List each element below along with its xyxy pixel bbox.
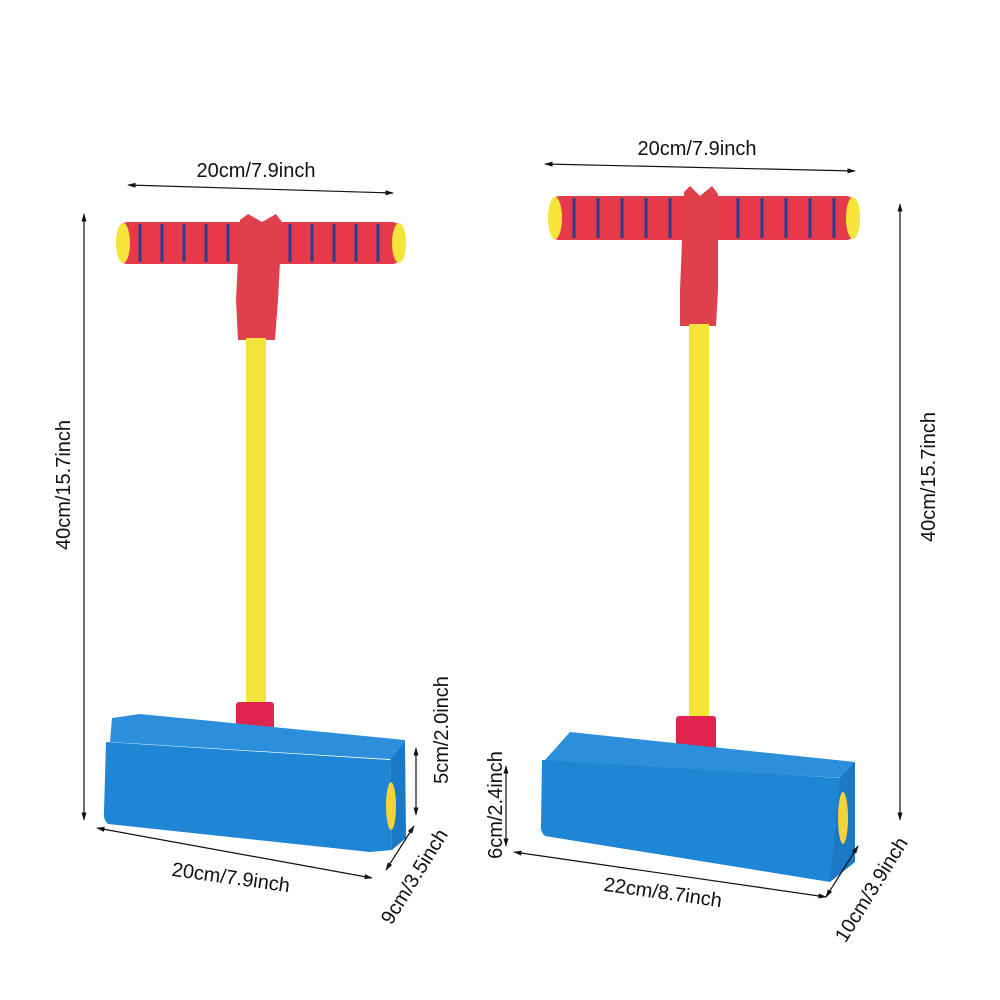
- left-base-height-label: 5cm/2.0inch: [431, 676, 453, 784]
- left-handle-width-label: 20cm/7.9inch: [197, 160, 316, 182]
- left-base-depth-arrow: [385, 825, 415, 871]
- left-base-length-arrow: [96, 826, 373, 880]
- right-pogo-jumper: [540, 186, 860, 882]
- right-base-length-arrow: [513, 850, 827, 899]
- right-handle-width-label: 20cm/7.9inch: [638, 138, 757, 160]
- right-handle-width-arrow: [544, 161, 856, 174]
- left-height-label: 40cm/15.7inch: [53, 420, 75, 550]
- left-pole: [246, 338, 266, 703]
- right-base-depth-arrow: [825, 845, 859, 898]
- right-pole: [689, 324, 709, 719]
- left-base: [103, 714, 406, 852]
- right-height-label: 40cm/15.7inch: [918, 412, 940, 542]
- left-handle-width-arrow: [127, 182, 394, 196]
- left-base-length-label: 20cm/7.9inch: [170, 859, 291, 897]
- left-handle: [116, 214, 406, 340]
- right-handle: [548, 186, 860, 326]
- right-base: [540, 732, 855, 882]
- left-pogo-jumper: [103, 214, 406, 852]
- right-base-height-label: 6cm/2.4inch: [485, 751, 507, 859]
